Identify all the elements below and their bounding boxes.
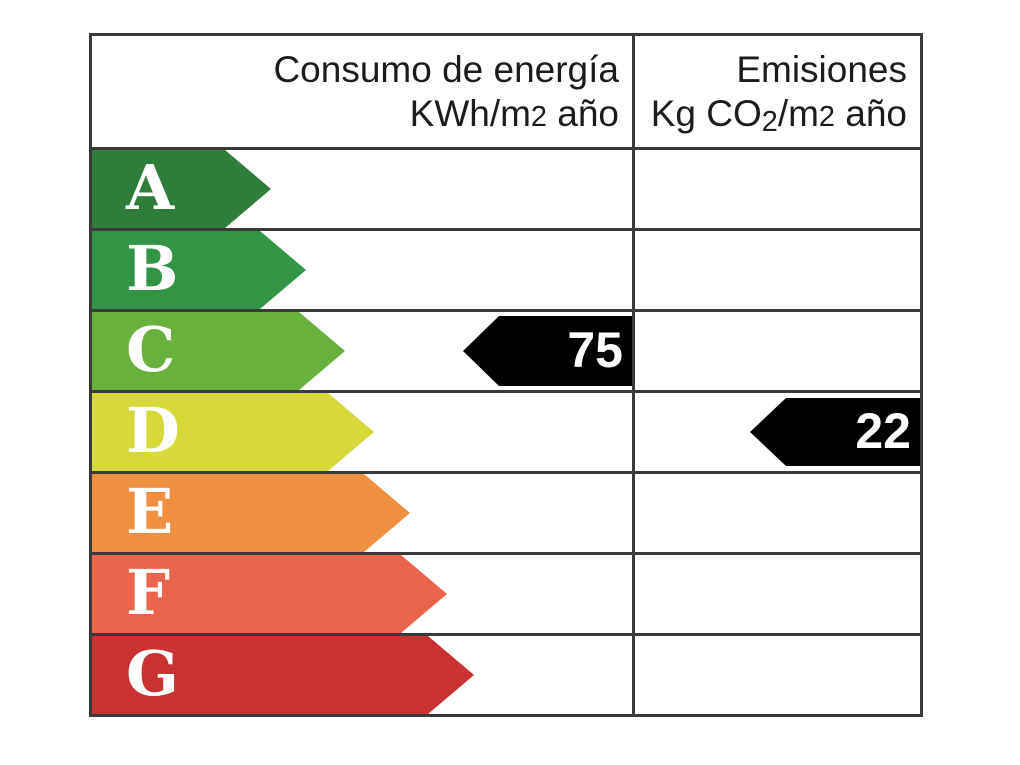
consumption-cell-a: A	[92, 150, 635, 228]
emissions-cell-c	[635, 312, 920, 390]
rating-letter-d: D	[126, 393, 180, 467]
consumption-cell-f: F	[92, 555, 635, 633]
scale-rows: A B C 75 D 22 E F G	[92, 147, 920, 714]
consumption-header-line1: Consumo de energía	[273, 49, 619, 90]
emissions-unit-exponent: 2	[818, 101, 835, 133]
rating-arrow-f	[92, 555, 447, 633]
consumption-cell-d: D	[92, 393, 635, 471]
rating-arrow-d	[92, 393, 374, 471]
consumption-unit-prefix: KWh/m	[409, 93, 531, 134]
rating-letter-c: C	[126, 312, 176, 386]
rating-arrow-e	[92, 474, 410, 552]
scale-row-f: F	[92, 552, 920, 633]
energy-rating-table: Consumo de energía KWh/m2 año Emisiones …	[89, 33, 923, 717]
emissions-cell-f	[635, 555, 920, 633]
emissions-unit-mid: /m	[777, 93, 819, 134]
rating-letter-e: E	[126, 474, 174, 548]
scale-row-a: A	[92, 147, 920, 228]
rating-letter-f: F	[126, 555, 171, 629]
rating-letter-b: B	[126, 231, 179, 305]
rating-arrow-a	[92, 150, 271, 228]
scale-row-g: G	[92, 633, 920, 714]
emissions-cell-a	[635, 150, 920, 228]
consumption-cell-c: C 75	[92, 312, 635, 390]
rating-arrow-shape-icon	[92, 150, 271, 228]
emissions-unit-prefix: Kg CO	[650, 93, 762, 134]
consumption-unit-suffix: año	[546, 93, 619, 134]
emissions-header-line1: Emisiones	[736, 49, 907, 90]
consumption-cell-e: E	[92, 474, 635, 552]
table-header: Consumo de energía KWh/m2 año Emisiones …	[92, 36, 920, 147]
rating-arrow-shape-icon	[92, 474, 410, 552]
consumption-cell-b: B	[92, 231, 635, 309]
consumption-header: Consumo de energía KWh/m2 año	[92, 36, 635, 147]
consumption-indicator: 75	[463, 316, 632, 386]
emissions-cell-g	[635, 636, 920, 714]
emissions-header: Emisiones Kg CO2/m2 año	[635, 36, 920, 147]
emissions-cell-b	[635, 231, 920, 309]
emissions-cell-e	[635, 474, 920, 552]
scale-row-c: C 75	[92, 309, 920, 390]
scale-row-e: E	[92, 471, 920, 552]
emissions-unit-suffix: año	[834, 93, 907, 134]
rating-letter-g: G	[126, 636, 179, 710]
scale-row-d: D 22	[92, 390, 920, 471]
rating-arrow-b	[92, 231, 306, 309]
rating-arrow-shape-icon	[92, 393, 374, 471]
rating-arrow-shape-icon	[92, 231, 306, 309]
emissions-value: 22	[855, 403, 911, 459]
rating-arrow-c	[92, 312, 345, 390]
indicator-arrow-icon	[463, 316, 632, 386]
rating-letter-a: A	[126, 150, 175, 224]
rating-arrow-shape-icon	[92, 555, 447, 633]
emissions-cell-d: 22	[635, 393, 920, 471]
rating-arrow-shape-icon	[92, 636, 474, 714]
consumption-header-line2: KWh/m2 año	[92, 92, 619, 139]
consumption-cell-g: G	[92, 636, 635, 714]
consumption-unit-exponent: 2	[530, 101, 547, 133]
indicator-arrow-icon	[750, 398, 920, 466]
rating-arrow-shape-icon	[92, 312, 345, 390]
emissions-header-line2: Kg CO2/m2 año	[635, 92, 907, 139]
rating-arrow-g	[92, 636, 474, 714]
consumption-value: 75	[567, 322, 623, 378]
emissions-co2-subscript: 2	[761, 106, 778, 139]
emissions-indicator: 22	[750, 398, 920, 466]
scale-row-b: B	[92, 228, 920, 309]
